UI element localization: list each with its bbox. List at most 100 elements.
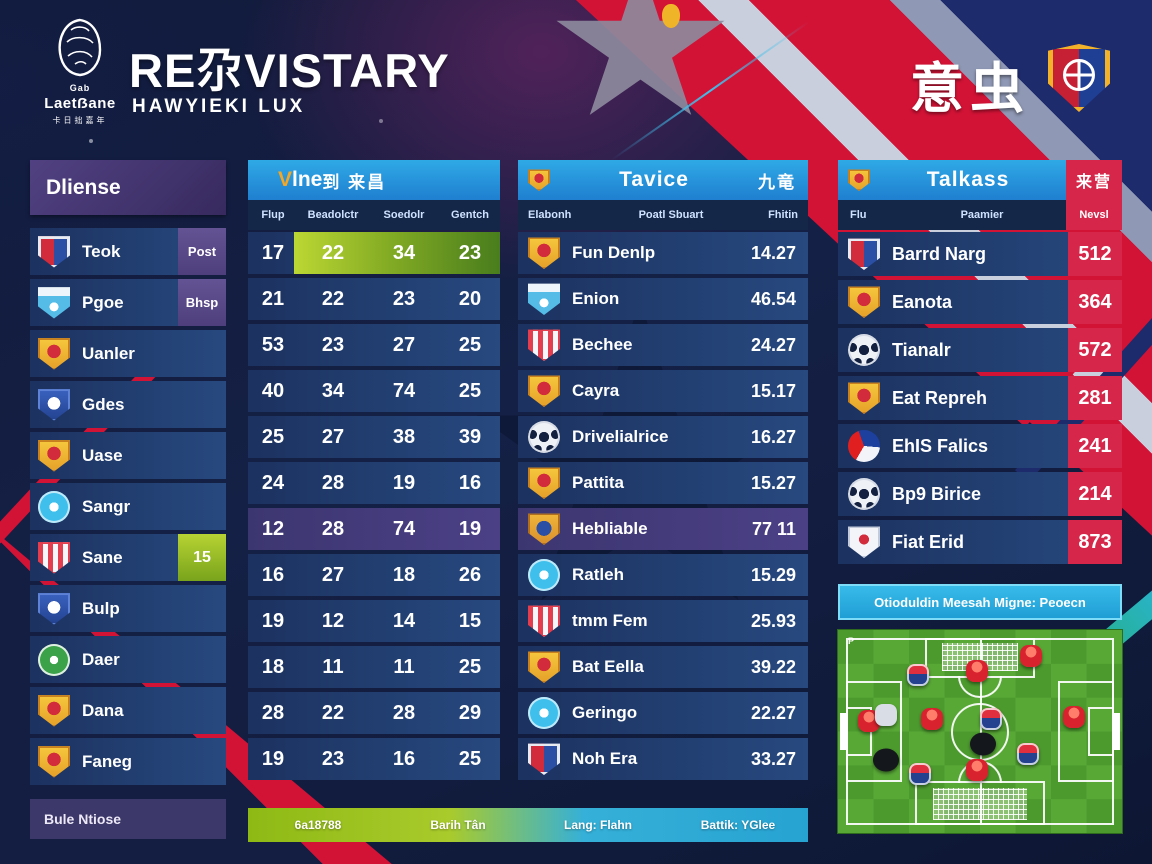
fixture-row[interactable]: Cayra 15.17 bbox=[518, 370, 808, 412]
stats-row[interactable]: 24 28 19 16 bbox=[248, 462, 500, 504]
field-goal-right bbox=[1113, 713, 1120, 750]
crest-yellow-icon bbox=[38, 440, 70, 472]
stats-row[interactable]: 17 22 34 23 bbox=[248, 232, 500, 274]
player-marker-rb bbox=[980, 708, 1003, 731]
fixture-value: 16.27 bbox=[750, 426, 796, 447]
stat-value: 23 bbox=[321, 747, 345, 770]
team-name: Teok bbox=[82, 241, 121, 261]
stats-row[interactable]: 12 28 74 19 bbox=[248, 508, 500, 550]
fixture-row[interactable]: Bechee 24.27 bbox=[518, 324, 808, 366]
ranking-value: 512 bbox=[1068, 232, 1122, 276]
fixture-team-name: Cayra bbox=[572, 381, 620, 400]
crest-yellow-icon bbox=[528, 651, 560, 683]
fixture-row[interactable]: Drivelialrice 16.27 bbox=[518, 416, 808, 458]
fixture-team-name: Fun Denlp bbox=[572, 243, 656, 262]
stats-row[interactable]: 19 12 14 15 bbox=[248, 600, 500, 642]
ranking-value: 873 bbox=[1068, 520, 1122, 564]
fixture-row[interactable]: Hebliable 77 11 bbox=[518, 508, 808, 550]
fixtures-header-crest-icon bbox=[528, 169, 550, 191]
stat-value: 11 bbox=[322, 655, 344, 678]
fixture-row[interactable]: Pattita 15.27 bbox=[518, 462, 808, 504]
team-name: Gdes bbox=[82, 394, 125, 414]
stats-row[interactable]: 25 27 38 39 bbox=[248, 416, 500, 458]
stat-value: 29 bbox=[458, 701, 482, 724]
team-row[interactable]: Teok Post bbox=[30, 228, 226, 275]
fixture-row[interactable]: Noh Era 33.27 bbox=[518, 738, 808, 780]
stats-panel-header: Vlne 到 来昌 bbox=[248, 160, 500, 200]
ranking-team-name: Tianalr bbox=[892, 339, 951, 360]
ranking-value: 214 bbox=[1068, 472, 1122, 516]
team-name: Faneg bbox=[82, 751, 133, 771]
team-row[interactable]: Pgoe Bhsp bbox=[30, 279, 226, 326]
ranking-row[interactable]: Fiat Erid 873 bbox=[838, 520, 1122, 564]
starfield-dots bbox=[0, 0, 2, 2]
fixture-row[interactable]: Enion 46.54 bbox=[518, 278, 808, 320]
fixture-row[interactable]: Bat Eella 39.22 bbox=[518, 646, 808, 688]
ranking-row[interactable]: Barrd Narg 512 bbox=[838, 232, 1122, 276]
team-row[interactable]: Daer bbox=[30, 636, 226, 683]
fixtures-panel-header: Tavice 九竜 bbox=[518, 160, 808, 200]
team-row[interactable]: Gdes bbox=[30, 381, 226, 428]
stat-value: 22 bbox=[321, 287, 345, 310]
stat-value: 12 bbox=[261, 517, 285, 540]
ranking-row[interactable]: Eat Repreh 281 bbox=[838, 376, 1122, 420]
ranking-panel-header: Talkass 来营 bbox=[838, 160, 1122, 200]
fixtures-column-headers: Elabonh Poatl Sbuart Fhitin bbox=[518, 200, 808, 230]
fixtures-rows: Fun Denlp 14.27 Enion 46.54 Bechee 24.27 Cayra… bbox=[518, 232, 808, 784]
fixture-row[interactable]: Geringo 22.27 bbox=[518, 692, 808, 734]
team-name: Pgoe bbox=[82, 292, 124, 312]
stats-row[interactable]: 19 23 16 25 bbox=[248, 738, 500, 780]
stats-row[interactable]: 40 34 74 25 bbox=[248, 370, 500, 412]
fixture-row[interactable]: tmm Fem 25.93 bbox=[518, 600, 808, 642]
fixture-value: 24.27 bbox=[750, 334, 796, 355]
team-name: Sane bbox=[82, 547, 123, 567]
team-row[interactable]: Bulp bbox=[30, 585, 226, 632]
shield-cyan-icon bbox=[38, 287, 70, 319]
stats-row[interactable]: 18 11 11 25 bbox=[248, 646, 500, 688]
ranking-row[interactable]: EhIS Falics 241 bbox=[838, 424, 1122, 468]
shield-white-icon bbox=[848, 526, 880, 558]
info-banner[interactable]: Otioduldin Meesah Migne: Peoecn bbox=[838, 584, 1122, 620]
fixtures-title: Tavice bbox=[619, 168, 689, 191]
team-name: Daer bbox=[82, 649, 120, 669]
stat-value: 20 bbox=[458, 287, 482, 310]
circle-cyan-icon bbox=[38, 490, 70, 523]
ranking-rows: Barrd Narg 512 Eanota 364 Tianalr 572 Eat Repr… bbox=[838, 232, 1122, 568]
team-row[interactable]: Dana bbox=[30, 687, 226, 734]
soccer-field-diagram: P bbox=[838, 630, 1122, 833]
league-logo: Gab Laetẞane 卡日拙嘉年 bbox=[28, 16, 132, 126]
stats-row[interactable]: 53 23 27 25 bbox=[248, 324, 500, 366]
teams-panel-footer[interactable]: Bule Ntiose bbox=[30, 799, 226, 839]
stat-value: 17 bbox=[261, 241, 285, 264]
player-marker-red bbox=[1062, 706, 1085, 729]
ranking-row[interactable]: Bp9 Birice 214 bbox=[838, 472, 1122, 516]
fixture-row[interactable]: Fun Denlp 14.27 bbox=[518, 232, 808, 274]
fixture-value: 14.27 bbox=[750, 242, 796, 263]
team-badge: Bhsp bbox=[178, 279, 226, 326]
shield-blue-icon bbox=[38, 593, 70, 625]
fixture-team-name: Geringo bbox=[572, 703, 638, 722]
ranking-row[interactable]: Tianalr 572 bbox=[838, 328, 1122, 372]
stats-row[interactable]: 16 27 18 26 bbox=[248, 554, 500, 596]
player-marker-black bbox=[969, 732, 996, 756]
fixture-row[interactable]: Ratleh 15.29 bbox=[518, 554, 808, 596]
crest-yellow-icon bbox=[848, 286, 880, 318]
team-row[interactable]: Faneg bbox=[30, 738, 226, 785]
team-row[interactable]: Sangr bbox=[30, 483, 226, 530]
logo-top-text: Gab bbox=[69, 83, 91, 93]
stats-row[interactable]: 28 22 28 29 bbox=[248, 692, 500, 734]
ranking-row[interactable]: Eanota 364 bbox=[838, 280, 1122, 324]
cyan-line-decoration bbox=[611, 21, 809, 161]
team-row[interactable]: Uase bbox=[30, 432, 226, 479]
shield-cyan-icon bbox=[528, 283, 560, 315]
team-row[interactable]: Uanler bbox=[30, 330, 226, 377]
stat-value: 25 bbox=[458, 655, 482, 678]
team-row[interactable]: Sane 15 bbox=[30, 534, 226, 581]
stat-value: 19 bbox=[458, 517, 482, 540]
wreath-crest-icon bbox=[58, 18, 102, 77]
stat-value: 39 bbox=[458, 425, 482, 448]
teams-panel-header: Dliense bbox=[30, 160, 226, 215]
crest-yellow-icon bbox=[528, 237, 560, 269]
circle-cyan-icon bbox=[528, 559, 560, 591]
stats-row[interactable]: 21 22 23 20 bbox=[248, 278, 500, 320]
